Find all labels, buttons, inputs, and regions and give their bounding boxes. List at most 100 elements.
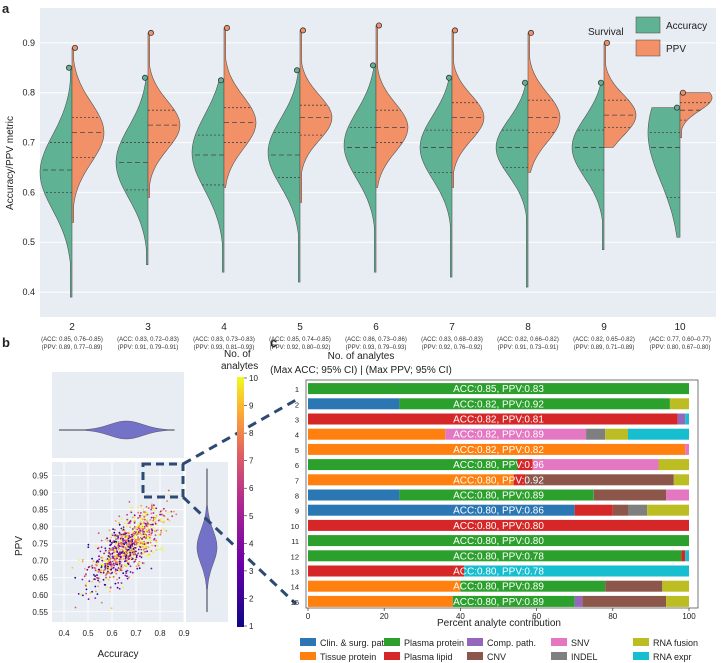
violin-ppv-max-marker [299,27,306,34]
scatter-point [130,506,133,509]
scatter-point [150,530,153,533]
scatter-point [108,556,111,558]
bar-segment [593,489,667,501]
scatter-point [151,503,153,506]
bar-legend-entry: SNV [571,638,590,648]
scatter-point [113,545,116,548]
marginal-accuracy-area [52,372,184,458]
scatter-point [145,542,148,544]
scatter-point [106,562,109,565]
violin-ppv-ci-label: (PPV: 0.93, 0.79–0.93) [346,345,407,351]
scatter-point [117,567,120,569]
violin-x-tick-label: 8 [525,322,531,333]
legend-title: Survival [588,27,624,38]
scatter-point [144,511,147,514]
scatter-point [97,532,100,535]
colorbar-tick-label: 10 [249,374,258,383]
scatter-x-tick-label: 0.8 [154,629,166,638]
scatter-point [155,549,158,551]
scatter-point [145,519,148,521]
scatter-point [87,546,90,549]
scatter-point [152,520,155,523]
scatter-point [115,572,118,575]
violin-x-tick-label: 6 [373,322,379,333]
scatter-point [138,527,140,530]
bar-segment [628,504,648,516]
scatter-point [109,553,112,556]
scatter-point [83,575,86,578]
scatter-point [152,516,155,519]
scatter-point [118,522,120,524]
scatter-point [133,527,136,529]
scatter-point [115,534,118,536]
scatter-point [141,528,144,531]
violin-x-axis-label-sub: (Max ACC; 95% CI) | (Max PPV; 95% CI) [270,365,452,376]
violin-accuracy-max-marker [141,74,148,81]
scatter-point [122,538,124,540]
scatter-point [159,548,162,551]
scatter-point [115,543,117,545]
scatter-point [140,556,143,559]
scatter-point [131,535,134,538]
bar-row-label: ACC:0.85, PPV:0.83 [453,384,544,395]
scatter-point [142,533,145,536]
scatter-point [100,566,103,569]
violin-y-tick-label: 0.9 [22,38,35,48]
legend-swatch [300,652,316,660]
scatter-point [153,509,156,512]
scatter-point [108,547,111,550]
scatter-point [128,576,130,579]
scatter-point [114,561,117,564]
bar-legend-entry: Clin. & surg. path. [320,638,392,648]
scatter-point [168,519,171,522]
scatter-point [107,555,110,557]
scatter-point [140,548,143,551]
scatter-point [147,553,150,556]
bar-segment [452,595,575,607]
scatter-point [126,518,129,521]
scatter-point [161,546,164,549]
scatter-point [93,574,95,576]
scatter-y-tick-label: 0.95 [32,472,48,481]
scatter-point [111,576,114,578]
scatter-point [114,534,117,536]
scatter-point [148,536,151,539]
scatter-point [96,574,98,577]
scatter-point [125,532,128,535]
scatter-point [149,554,151,557]
violin-ppv [603,42,637,148]
scatter-point [145,530,148,532]
bar-row: 9 ACC:0.80, PPV:0.86 [295,504,689,517]
scatter-point [104,551,107,554]
scatter-point [77,593,80,595]
scatter-point [84,584,87,587]
violin-y-tick-label: 0.8 [22,88,35,98]
violin-x-tick-label: 5 [297,322,303,333]
scatter-point [115,554,118,556]
scatter-point [113,564,116,567]
scatter-point [142,518,144,521]
bar-row-id: 3 [295,416,299,425]
scatter-point [98,558,101,561]
scatter-point [133,516,136,519]
bar-segment [685,550,689,562]
bar-segment [513,474,526,486]
violin-group [267,27,333,283]
scatter-point [147,546,150,548]
bar-row: 4 ACC:0.82, PPV:0.89 [295,428,689,441]
colorbar-tick-label: 2 [249,594,254,603]
scatter-point [141,538,144,540]
scatter-point [130,557,132,560]
scatter-point [160,532,162,534]
scatter-point [120,518,123,520]
scatter-point [127,539,130,542]
violin-ppv-ci-label: (PPV: 0.89, 0.77–0.89) [42,345,103,351]
scatter-point [135,556,138,559]
scatter-point [139,523,142,525]
colorbar-tick-label: 7 [249,457,254,466]
violin-group [191,24,257,273]
scatter-x-tick-label: 0.6 [106,629,118,638]
scatter-point [143,515,146,518]
violin-chart: 0.4 0.5 0.6 0.7 0.8 0.9 2 (ACC: 0.85, 0.76–0.8… [5,8,716,376]
